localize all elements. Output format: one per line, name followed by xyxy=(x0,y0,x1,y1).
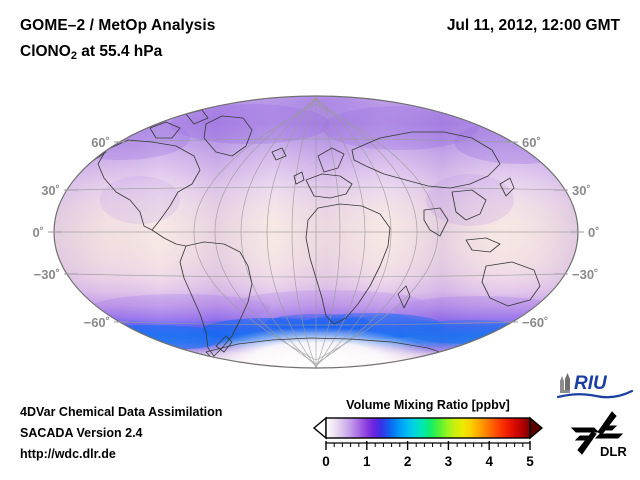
meridian-60w xyxy=(266,96,317,368)
coastline-japan xyxy=(499,177,515,197)
latitude-labels-right: 60˚ 30˚ 0˚ −30˚ −60˚ xyxy=(522,135,600,330)
footer-line-version: SACADA Version 2.4 xyxy=(20,426,143,440)
colorbar-tick-3: 3 xyxy=(445,454,453,469)
colorbar-tick-4: 4 xyxy=(485,454,493,469)
latitude-labels-left: 60˚ 30˚ 0˚ −30˚ −60˚ xyxy=(32,135,110,330)
coastline-north-america xyxy=(97,139,201,231)
meridian-60e xyxy=(315,96,366,368)
colorbar-tick-0: 0 xyxy=(322,454,330,469)
coastline-indonesia xyxy=(465,237,501,253)
coastline-africa xyxy=(305,203,391,325)
colorbar-gradient xyxy=(325,417,531,439)
meridian-30w xyxy=(291,96,317,368)
coastline-australia xyxy=(481,261,541,307)
species-subscript: 2 xyxy=(70,50,77,62)
riu-swoosh-icon xyxy=(556,389,634,399)
timestamp-label: Jul 11, 2012, 12:00 GMT xyxy=(446,17,620,34)
coastline-siberia xyxy=(351,131,501,189)
lat-label-right-60s: −60˚ xyxy=(522,315,548,330)
pressure-level-label: at 55.4 hPa xyxy=(76,43,163,60)
coastline-new-zealand xyxy=(555,295,567,313)
riu-logo-text: RIU xyxy=(574,373,608,394)
lat-label-left-60n: 60˚ xyxy=(91,135,110,150)
colorbar-tick-1: 1 xyxy=(363,454,371,469)
graticule xyxy=(54,96,578,368)
mollweide-map: 60˚ 30˚ 0˚ −30˚ −60˚ 60˚ 30˚ 0˚ −30˚ −60… xyxy=(32,95,600,369)
dlr-logo-text: DLR xyxy=(600,444,627,459)
coastline-greenland xyxy=(203,115,253,157)
latitude-ticks xyxy=(48,141,584,323)
coastline-antarctic-peninsula xyxy=(215,335,233,353)
coastline-scandinavia xyxy=(317,147,345,173)
coastline-canadian-arctic xyxy=(149,121,181,139)
coastline-india xyxy=(423,207,449,237)
meridian-120w xyxy=(214,99,317,365)
species-level-subtitle: ClONO2 at 55.4 hPa xyxy=(20,43,162,62)
coastline-iceland xyxy=(271,147,287,161)
dlr-pinwheel-icon xyxy=(570,411,624,455)
meridian-150e xyxy=(315,103,439,361)
lat-label-right-30n: 30˚ xyxy=(572,183,591,198)
colorbar-major-ticks xyxy=(325,441,531,450)
lat-label-right-60n: 60˚ xyxy=(522,135,541,150)
lat-label-right-0: 0˚ xyxy=(588,225,600,240)
colorbar-tick-5: 5 xyxy=(526,454,534,469)
global-map-panel: 60˚ 30˚ 0˚ −30˚ −60˚ 60˚ 30˚ 0˚ −30˚ −60… xyxy=(0,80,640,385)
lat-label-left-0: 0˚ xyxy=(32,225,44,240)
lat-label-left-30s: −30˚ xyxy=(34,267,60,282)
colorbar-title: Volume Mixing Ratio [ppbv] xyxy=(346,398,510,412)
lat-label-left-30n: 30˚ xyxy=(41,183,60,198)
footer-line-method: 4DVar Chemical Data Assimilation xyxy=(20,405,223,419)
lat-label-left-60s: −60˚ xyxy=(84,315,110,330)
species-name: ClONO xyxy=(20,43,71,60)
colorbar-tick-labels: 0 1 2 3 4 5 xyxy=(322,454,534,469)
coastline-europe xyxy=(305,173,353,199)
colorbar-cap-high xyxy=(529,416,544,440)
colorbar-tick-2: 2 xyxy=(404,454,412,469)
coastline-british-isles xyxy=(293,171,305,185)
coastline-south-america xyxy=(179,241,253,357)
coastline-madagascar xyxy=(397,285,411,309)
coastline-central-america xyxy=(151,229,187,247)
meridian-90e xyxy=(315,97,392,367)
concentration-field xyxy=(54,96,578,368)
meridian-90w xyxy=(240,97,317,367)
colorbar-cap-low xyxy=(312,416,327,440)
dlr-logo: DLR xyxy=(570,411,627,459)
lat-label-right-30s: −30˚ xyxy=(572,267,598,282)
colorbar-svg: 0 1 2 3 4 5 xyxy=(312,416,544,469)
riu-tower-icon xyxy=(560,373,570,393)
footer-line-url[interactable]: http://wdc.dlr.de xyxy=(20,447,116,461)
coastline-east-asia xyxy=(451,189,487,221)
footer-info: 4DVar Chemical Data Assimilation SACADA … xyxy=(20,402,222,465)
meridian-30e xyxy=(315,96,341,368)
meridian-120e xyxy=(315,99,418,365)
colorbar-minor-ticks xyxy=(333,443,524,447)
meridian-150w xyxy=(193,103,317,361)
riu-logo: RIU xyxy=(556,373,634,399)
colorbar: Volume Mixing Ratio [ppbv] xyxy=(312,398,544,472)
page-title: GOME–2 / MetOp Analysis xyxy=(20,17,216,34)
